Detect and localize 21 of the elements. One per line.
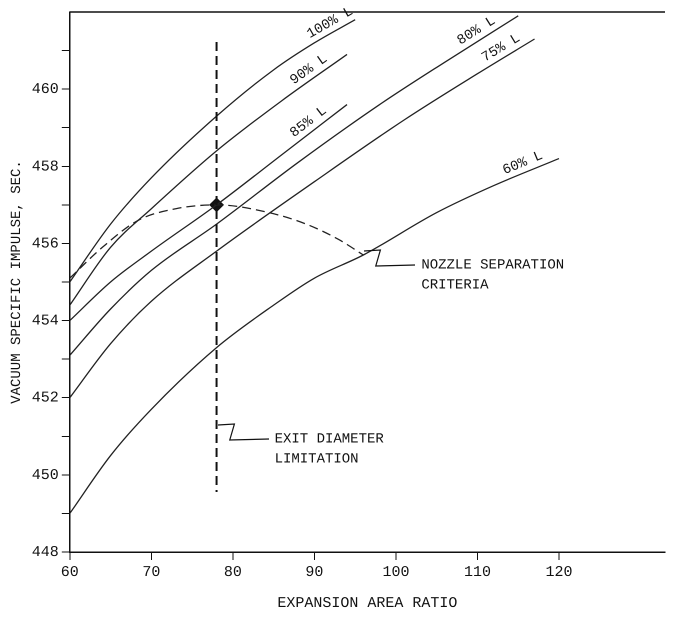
y-tick-label: 460 — [32, 81, 59, 98]
x-tick-label: 70 — [142, 564, 160, 581]
x-tick-label: 80 — [224, 564, 242, 581]
x-tick-label: 90 — [305, 564, 324, 581]
x-axis-title: EXPANSION AREA RATIO — [277, 594, 458, 612]
y-tick-label: 456 — [32, 235, 59, 252]
x-tick-label: 100 — [382, 564, 410, 581]
y-tick-label: 452 — [32, 390, 59, 407]
x-tick-label: 120 — [546, 564, 573, 581]
annotation: EXIT DIAMETER LIMITATION — [274, 431, 384, 468]
text: 90% L — [287, 51, 331, 89]
y-tick-label: 448 — [32, 544, 59, 561]
y-tick-label: 450 — [32, 466, 59, 484]
x-tick-label: 60 — [60, 564, 79, 581]
y-axis-title: VACUUM SPECIFIC IMPULSE, SEC. — [9, 160, 26, 404]
y-tick-label: 454 — [32, 312, 59, 330]
x-tick-label: 110 — [464, 564, 491, 581]
y-tick-label: 458 — [32, 158, 59, 176]
text: 85% L — [287, 103, 330, 142]
text: 60% L — [500, 148, 546, 179]
annotation: NOZZLE SEPARATION CRITERIA — [421, 258, 564, 294]
